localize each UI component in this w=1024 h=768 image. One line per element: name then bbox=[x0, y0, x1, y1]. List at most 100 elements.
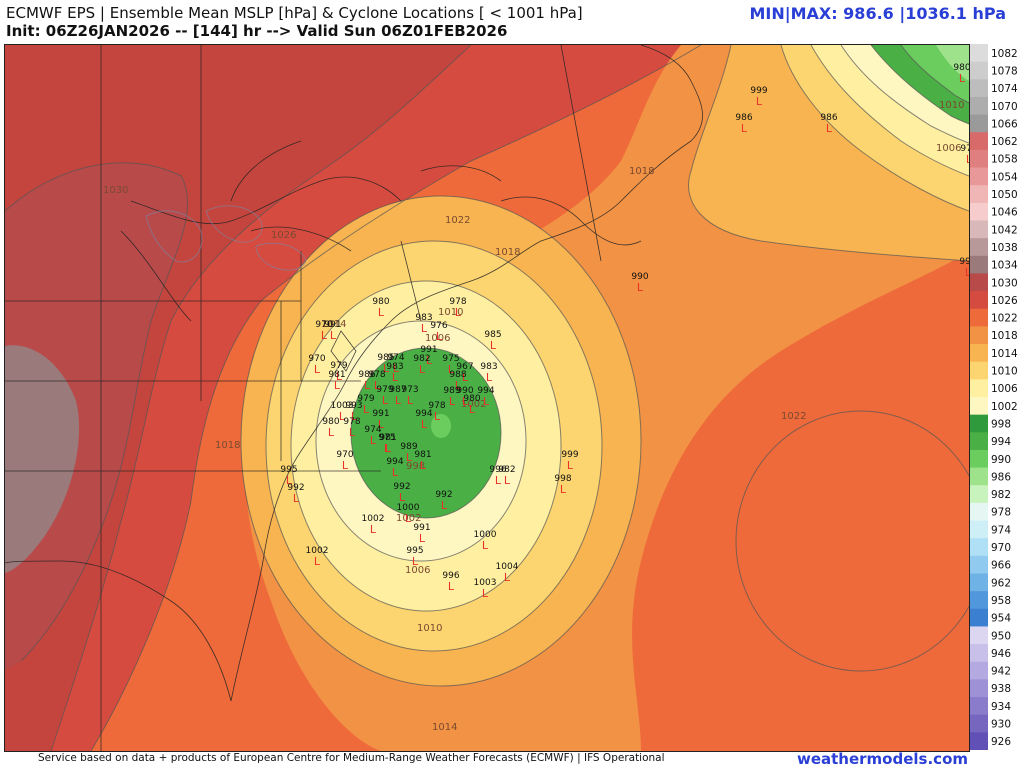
colorbar-tick-label: 1014 bbox=[991, 348, 1018, 360]
colorbar-tick-label: 958 bbox=[991, 595, 1011, 607]
colorbar-tick-label: 1050 bbox=[991, 189, 1018, 201]
isobar-label: 1010 bbox=[417, 623, 442, 634]
colorbar-swatch bbox=[970, 449, 988, 469]
colorbar-swatch bbox=[970, 238, 988, 257]
low-symbol-icon: L bbox=[405, 512, 412, 525]
colorbar-swatch bbox=[970, 608, 988, 627]
low-symbol-icon: L bbox=[434, 410, 441, 423]
isobar-label: 1006 bbox=[405, 565, 430, 576]
isobar-label: 1002 bbox=[461, 399, 486, 410]
colorbar-swatch bbox=[970, 255, 988, 274]
low-symbol-icon: L bbox=[378, 306, 385, 319]
isobar-label: 1030 bbox=[103, 185, 128, 196]
colorbar-swatch bbox=[970, 79, 988, 98]
low-symbol-icon: L bbox=[370, 523, 377, 536]
colorbar-tick-label: 1062 bbox=[991, 136, 1018, 148]
colorbar-swatch bbox=[970, 397, 988, 416]
colorbar-swatch bbox=[970, 732, 988, 751]
isobar-label: 1002 bbox=[396, 513, 421, 524]
colorbar-tick-label: 1042 bbox=[991, 224, 1018, 236]
low-symbol-icon: L bbox=[412, 555, 419, 568]
low-symbol-icon: L bbox=[419, 363, 426, 376]
colorbar-swatch bbox=[970, 697, 988, 716]
colorbar-tick-label: 962 bbox=[991, 577, 1011, 589]
cyclone-pressure-label: 978 bbox=[343, 417, 360, 427]
cyclone-pressure-label: 990 bbox=[631, 272, 648, 282]
colorbar-tick-label: 970 bbox=[991, 542, 1011, 554]
colorbar-swatch bbox=[970, 502, 988, 522]
brand-link[interactable]: weathermodels.com bbox=[796, 750, 968, 768]
colorbar-tick-label: 942 bbox=[991, 666, 1011, 678]
low-symbol-icon: L bbox=[637, 281, 644, 294]
cyclone-pressure-label: 998 bbox=[959, 257, 969, 267]
colorbar-tick-label: 1082 bbox=[991, 48, 1018, 60]
low-symbol-icon: L bbox=[426, 354, 433, 367]
cyclone-pressure-label: 991 bbox=[420, 345, 437, 355]
low-symbol-icon: L bbox=[741, 122, 748, 135]
colorbar-tick-label: 1034 bbox=[991, 260, 1018, 272]
colorbar-swatch bbox=[970, 149, 988, 169]
colorbar-tick-label: 1054 bbox=[991, 171, 1018, 183]
colorbar-tick-label: 938 bbox=[991, 683, 1011, 695]
colorbar-swatch bbox=[970, 520, 988, 539]
band-1022-high-top bbox=[736, 411, 969, 671]
cyclone-pressure-label: 967 bbox=[456, 362, 473, 372]
cyclone-pressure-label: 986 bbox=[735, 113, 752, 123]
colorbar-swatch bbox=[970, 679, 988, 698]
cyclone-pressure-label: 1002 bbox=[306, 546, 329, 556]
low-symbol-icon: L bbox=[385, 442, 392, 455]
low-symbol-icon: L bbox=[419, 532, 426, 545]
cyclone-pressure-label: 991 bbox=[413, 523, 430, 533]
cyclone-pressure-label: 994 bbox=[386, 457, 403, 467]
colorbar-tick-label: 1046 bbox=[991, 207, 1018, 219]
low-symbol-icon: L bbox=[364, 379, 371, 392]
low-symbol-icon: L bbox=[392, 371, 399, 384]
low-symbol-icon: L bbox=[441, 499, 448, 512]
low-symbol-icon: L bbox=[483, 395, 490, 408]
colorbar-tick-label: 998 bbox=[991, 418, 1011, 430]
cyclone-pressure-label: 974 bbox=[364, 425, 381, 435]
colorbar-swatch bbox=[970, 626, 988, 645]
colorbar-tick-label: 1002 bbox=[991, 401, 1018, 413]
low-symbol-icon: L bbox=[383, 362, 390, 375]
low-symbol-icon: L bbox=[314, 363, 321, 376]
cyclone-pressure-label: 992 bbox=[287, 483, 304, 493]
colorbar-tick-label: 934 bbox=[991, 701, 1011, 713]
cyclone-markers: 999L986L986L980L979L998L990L978L980L983L… bbox=[280, 63, 969, 600]
colorbar-tick-label: 974 bbox=[991, 524, 1011, 536]
mslp-map: 1030 1026 1022 1018 1018 1014 1010 1006 … bbox=[4, 44, 970, 752]
colorbar-swatch bbox=[970, 644, 988, 663]
low-symbol-icon: L bbox=[490, 339, 497, 352]
colorbar-swatch bbox=[970, 485, 988, 504]
low-symbol-icon: L bbox=[384, 442, 391, 455]
lakes bbox=[145, 205, 307, 271]
colorbar-tick-label: 1006 bbox=[991, 383, 1018, 395]
band-994 bbox=[431, 414, 451, 438]
colorbar-tick-label: 986 bbox=[991, 471, 1011, 483]
low-symbol-icon: L bbox=[482, 587, 489, 600]
colorbar-swatch bbox=[970, 202, 988, 221]
cyclone-pressure-label: 970 bbox=[308, 354, 325, 364]
band-998 bbox=[351, 348, 501, 518]
